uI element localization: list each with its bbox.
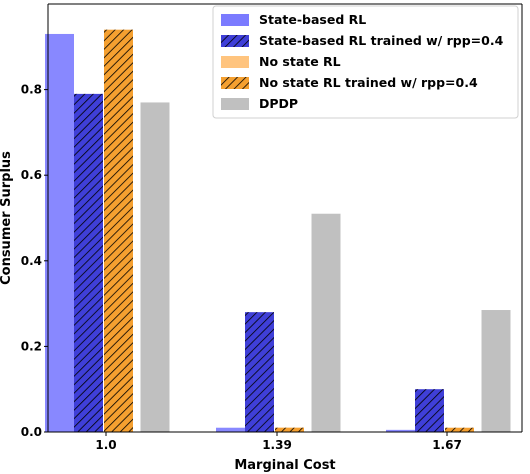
y-axis-label: Consumer Surplus — [0, 151, 14, 285]
legend: State-based RL State-based RL trained w/ … — [212, 5, 519, 119]
x-tick-label: 1.0 — [95, 438, 116, 452]
bar-no-state-rl-trained-w-rpp-0-4-1-39-hatch — [275, 427, 304, 432]
bar-no-state-rl-trained-w-rpp-0-4-1-67-hatch — [445, 427, 474, 432]
x-axis-label: Marginal Cost — [234, 458, 335, 473]
y-tick-label: 0.8 — [21, 83, 42, 97]
legend-label-state-based-rl-trained-w-rpp-0-4: State-based RL trained w/ rpp=0.4 — [259, 33, 504, 48]
x-tick-label: 1.39 — [262, 438, 292, 452]
x-tick-label: 1.67 — [432, 438, 462, 452]
bar-dpdp-1-0 — [140, 102, 170, 432]
legend-label-no-state-rl-trained-w-rpp-0-4: No state RL trained w/ rpp=0.4 — [259, 75, 478, 90]
bar-dpdp-1-39 — [311, 213, 341, 432]
bar-state-based-rl-1-0 — [45, 33, 74, 433]
bar-state-based-rl-trained-w-rpp-0-4-1-39-hatch — [245, 312, 274, 432]
y-tick-label: 0.2 — [21, 339, 42, 353]
legend-swatch-hatch-state-based-rl-trained-w-rpp-0-4 — [221, 35, 249, 47]
bar-state-based-rl-trained-w-rpp-0-4-1-0-hatch — [74, 93, 103, 432]
legend-swatch-hatch-no-state-rl-trained-w-rpp-0-4 — [221, 77, 249, 89]
y-tick-label: 0.6 — [21, 168, 42, 182]
legend-label-dpdp: DPDP — [259, 96, 298, 111]
bar-no-state-rl-trained-w-rpp-0-4-1-0-hatch — [104, 29, 133, 433]
legend-swatch-no-state-rl — [221, 56, 249, 68]
y-tick-label: 0.0 — [21, 425, 42, 439]
axes-layer: 0.0 0.2 0.4 0.6 0.8 1.0 1.39 1.67 — [21, 3, 523, 452]
bar-dpdp-1-67 — [481, 310, 511, 432]
bar-state-based-rl-1-39 — [216, 427, 245, 432]
legend-swatch-state-based-rl — [221, 14, 249, 26]
legend-label-state-based-rl: State-based RL — [259, 12, 366, 27]
legend-label-no-state-rl: No state RL — [259, 54, 341, 69]
legend-swatch-dpdp — [221, 98, 249, 110]
y-tick-label: 0.4 — [21, 254, 42, 268]
bar-state-based-rl-1-67 — [386, 429, 415, 432]
bars-layer — [45, 29, 511, 433]
bar-state-based-rl-trained-w-rpp-0-4-1-67-hatch — [415, 389, 444, 432]
legend-box — [212, 5, 519, 119]
